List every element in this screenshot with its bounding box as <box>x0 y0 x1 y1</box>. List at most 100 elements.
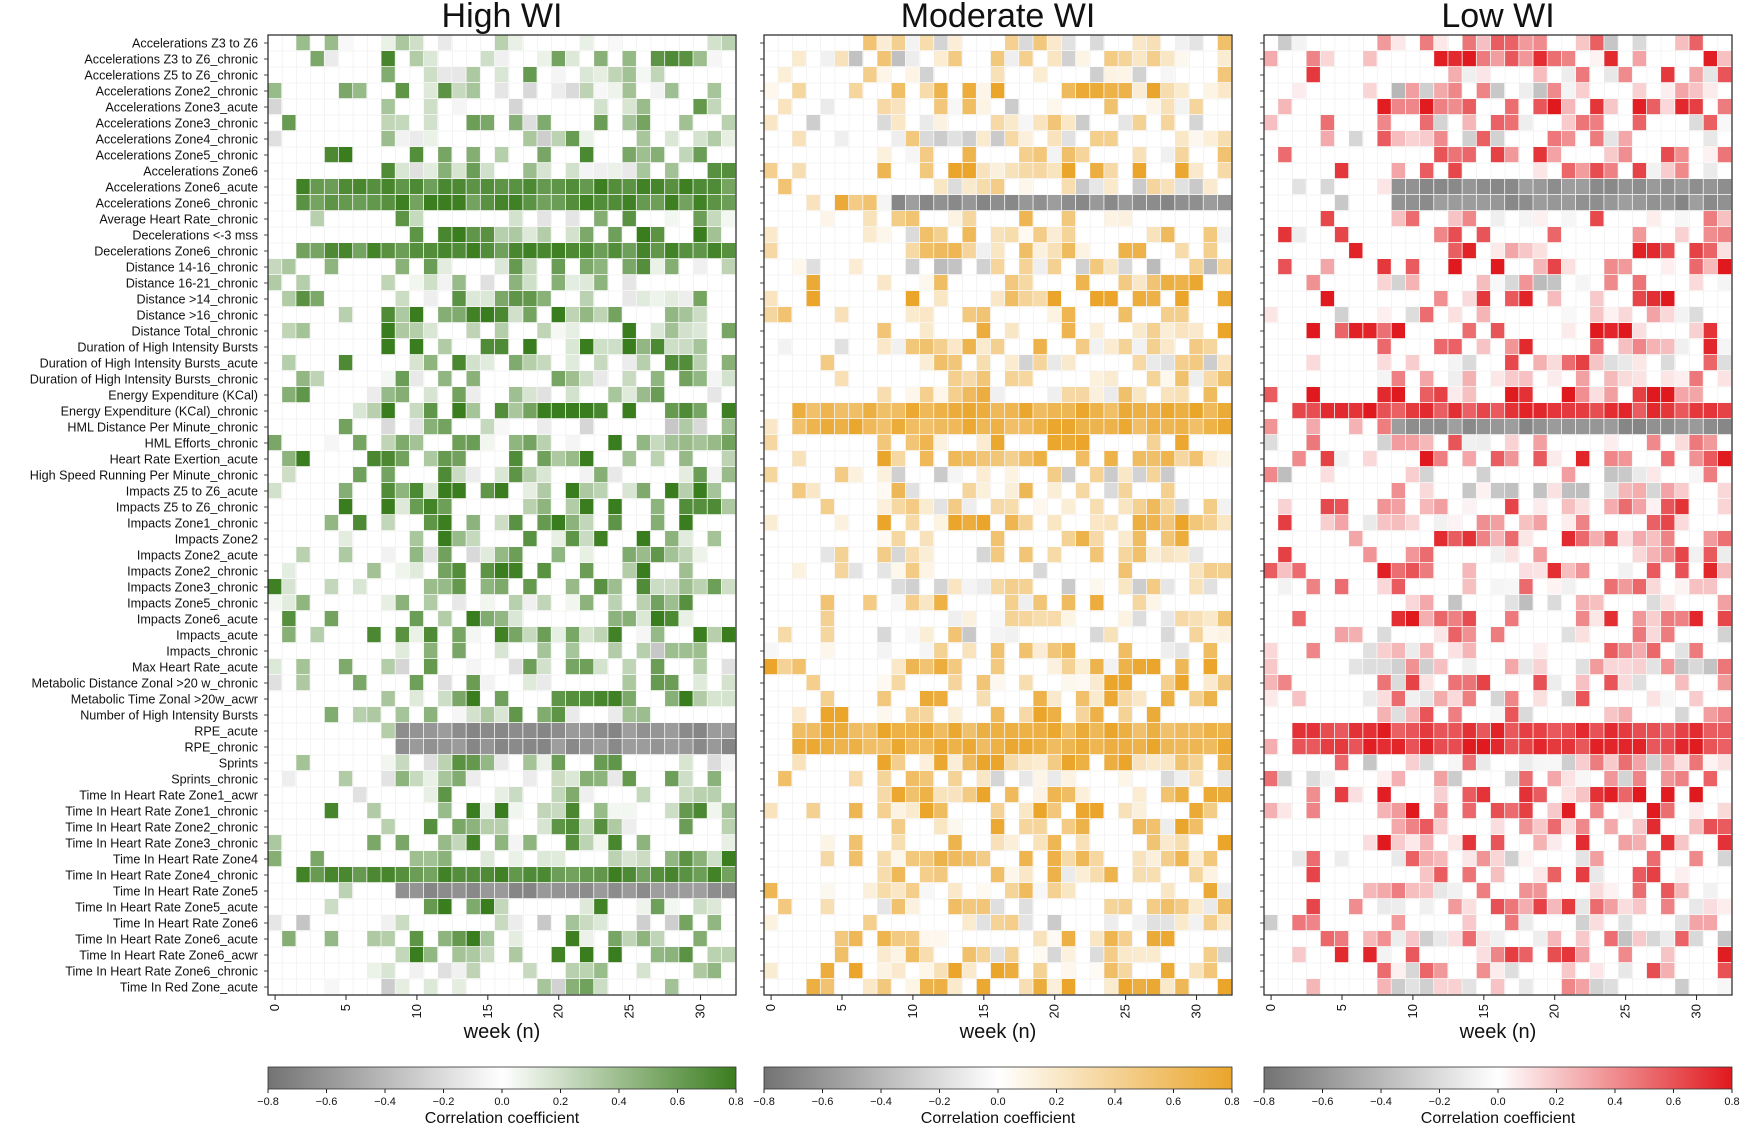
heatmap-cell <box>1320 515 1335 531</box>
heatmap-cell <box>1047 387 1062 403</box>
heatmap-cell <box>452 563 466 579</box>
heatmap-cell <box>565 915 580 931</box>
heatmap-cell <box>438 803 452 819</box>
heatmap-cell <box>1448 243 1462 259</box>
heatmap-cell <box>1547 579 1562 595</box>
heatmap-cell <box>948 387 962 403</box>
heatmap-cell <box>920 979 934 995</box>
heatmap-cell <box>409 195 424 211</box>
heatmap-cell <box>438 771 452 787</box>
heatmap-cell <box>693 243 707 259</box>
heatmap-cell <box>1391 851 1406 867</box>
heatmap-cell <box>1334 163 1349 179</box>
heatmap-cell <box>721 323 736 339</box>
heatmap-cell <box>353 707 367 723</box>
heatmap-cell <box>920 595 934 611</box>
heatmap-cell <box>1703 51 1718 67</box>
heatmap-cell <box>1434 51 1448 67</box>
heatmap-cell <box>1061 499 1076 515</box>
heatmap-cell <box>1675 163 1689 179</box>
colorbar-tick-label: 0.2 <box>553 1096 568 1108</box>
heatmap-cell <box>1646 963 1661 979</box>
heatmap-cell <box>1104 451 1118 467</box>
heatmap-cell <box>693 179 707 195</box>
heatmap-cell <box>1377 579 1391 595</box>
heatmap-cell <box>1405 707 1420 723</box>
heatmap-cell <box>509 227 523 243</box>
heatmap-cell <box>565 131 580 147</box>
heatmap-cell <box>565 883 580 899</box>
heatmap-cell <box>905 243 920 259</box>
heatmap-cell <box>1519 195 1533 211</box>
heatmap-cell <box>494 547 509 563</box>
heatmap-cell <box>523 755 537 771</box>
heatmap-cell <box>438 579 452 595</box>
heatmap-cell <box>523 115 537 131</box>
heatmap-cell <box>282 387 296 403</box>
heatmap-cell <box>523 835 537 851</box>
heatmap-cell <box>820 595 835 611</box>
heatmap-cell <box>806 723 820 739</box>
heatmap-cell <box>381 323 395 339</box>
heatmap-cell <box>1019 163 1033 179</box>
heatmap-cell <box>1490 115 1505 131</box>
heatmap-cell <box>1175 179 1189 195</box>
heatmap-cell <box>1161 499 1175 515</box>
heatmap-cell <box>1462 851 1476 867</box>
heatmap-cell <box>820 355 835 371</box>
heatmap-cell <box>1161 819 1175 835</box>
heatmap-cell <box>1090 35 1104 51</box>
heatmap-cell <box>409 883 424 899</box>
heatmap-cell <box>438 451 452 467</box>
heatmap-cell <box>1076 403 1090 419</box>
heatmap-cell <box>480 483 495 499</box>
heatmap-cell <box>1132 67 1147 83</box>
heatmap-cell <box>1590 595 1604 611</box>
heatmap-cell <box>1033 35 1047 51</box>
heatmap-cell <box>1590 851 1604 867</box>
heatmap-cell <box>1405 803 1420 819</box>
heatmap-cell <box>424 579 438 595</box>
heatmap-cell <box>1420 979 1434 995</box>
heatmap-cell <box>1434 803 1448 819</box>
heatmap-cell <box>891 35 906 51</box>
row-label: Energy Expenditure (KCal) <box>108 389 258 403</box>
heatmap-cell <box>679 147 693 163</box>
heatmap-cell <box>849 739 863 755</box>
heatmap-cell <box>891 883 906 899</box>
heatmap-cell <box>608 35 622 51</box>
heatmap-cell <box>1104 723 1118 739</box>
heatmap-cell <box>1391 659 1406 675</box>
heatmap-cell <box>1203 739 1218 755</box>
heatmap-cell <box>1689 67 1703 83</box>
heatmap-cell <box>1448 371 1462 387</box>
heatmap-cell <box>367 387 381 403</box>
heatmap-cell <box>367 179 381 195</box>
heatmap-cell <box>650 499 665 515</box>
heatmap-cell <box>1646 307 1661 323</box>
heatmap-cell <box>990 835 1005 851</box>
heatmap-cell <box>1104 211 1118 227</box>
heatmap-cell <box>1146 35 1161 51</box>
heatmap-cell <box>551 851 566 867</box>
heatmap-cell <box>1689 739 1703 755</box>
heatmap-cell <box>764 115 778 131</box>
heatmap-cell <box>650 611 665 627</box>
heatmap-cell <box>1217 83 1232 99</box>
heatmap-cell <box>1363 323 1377 339</box>
heatmap-cell <box>1646 595 1661 611</box>
heatmap-cell <box>1278 467 1292 483</box>
heatmap-cell <box>282 627 296 643</box>
heatmap-cell <box>1264 51 1278 67</box>
heatmap-cell <box>537 51 551 67</box>
heatmap-cell <box>891 99 906 115</box>
heatmap-cell <box>1132 787 1147 803</box>
heatmap-cell <box>1019 851 1033 867</box>
colorbar-tick-label: 0.2 <box>1049 1096 1064 1108</box>
heatmap-cell <box>1434 851 1448 867</box>
heatmap-cell <box>1448 435 1462 451</box>
heatmap-cell <box>764 659 778 675</box>
heatmap-cell <box>990 579 1005 595</box>
heatmap-cell <box>268 595 282 611</box>
heatmap-cell <box>1118 755 1132 771</box>
